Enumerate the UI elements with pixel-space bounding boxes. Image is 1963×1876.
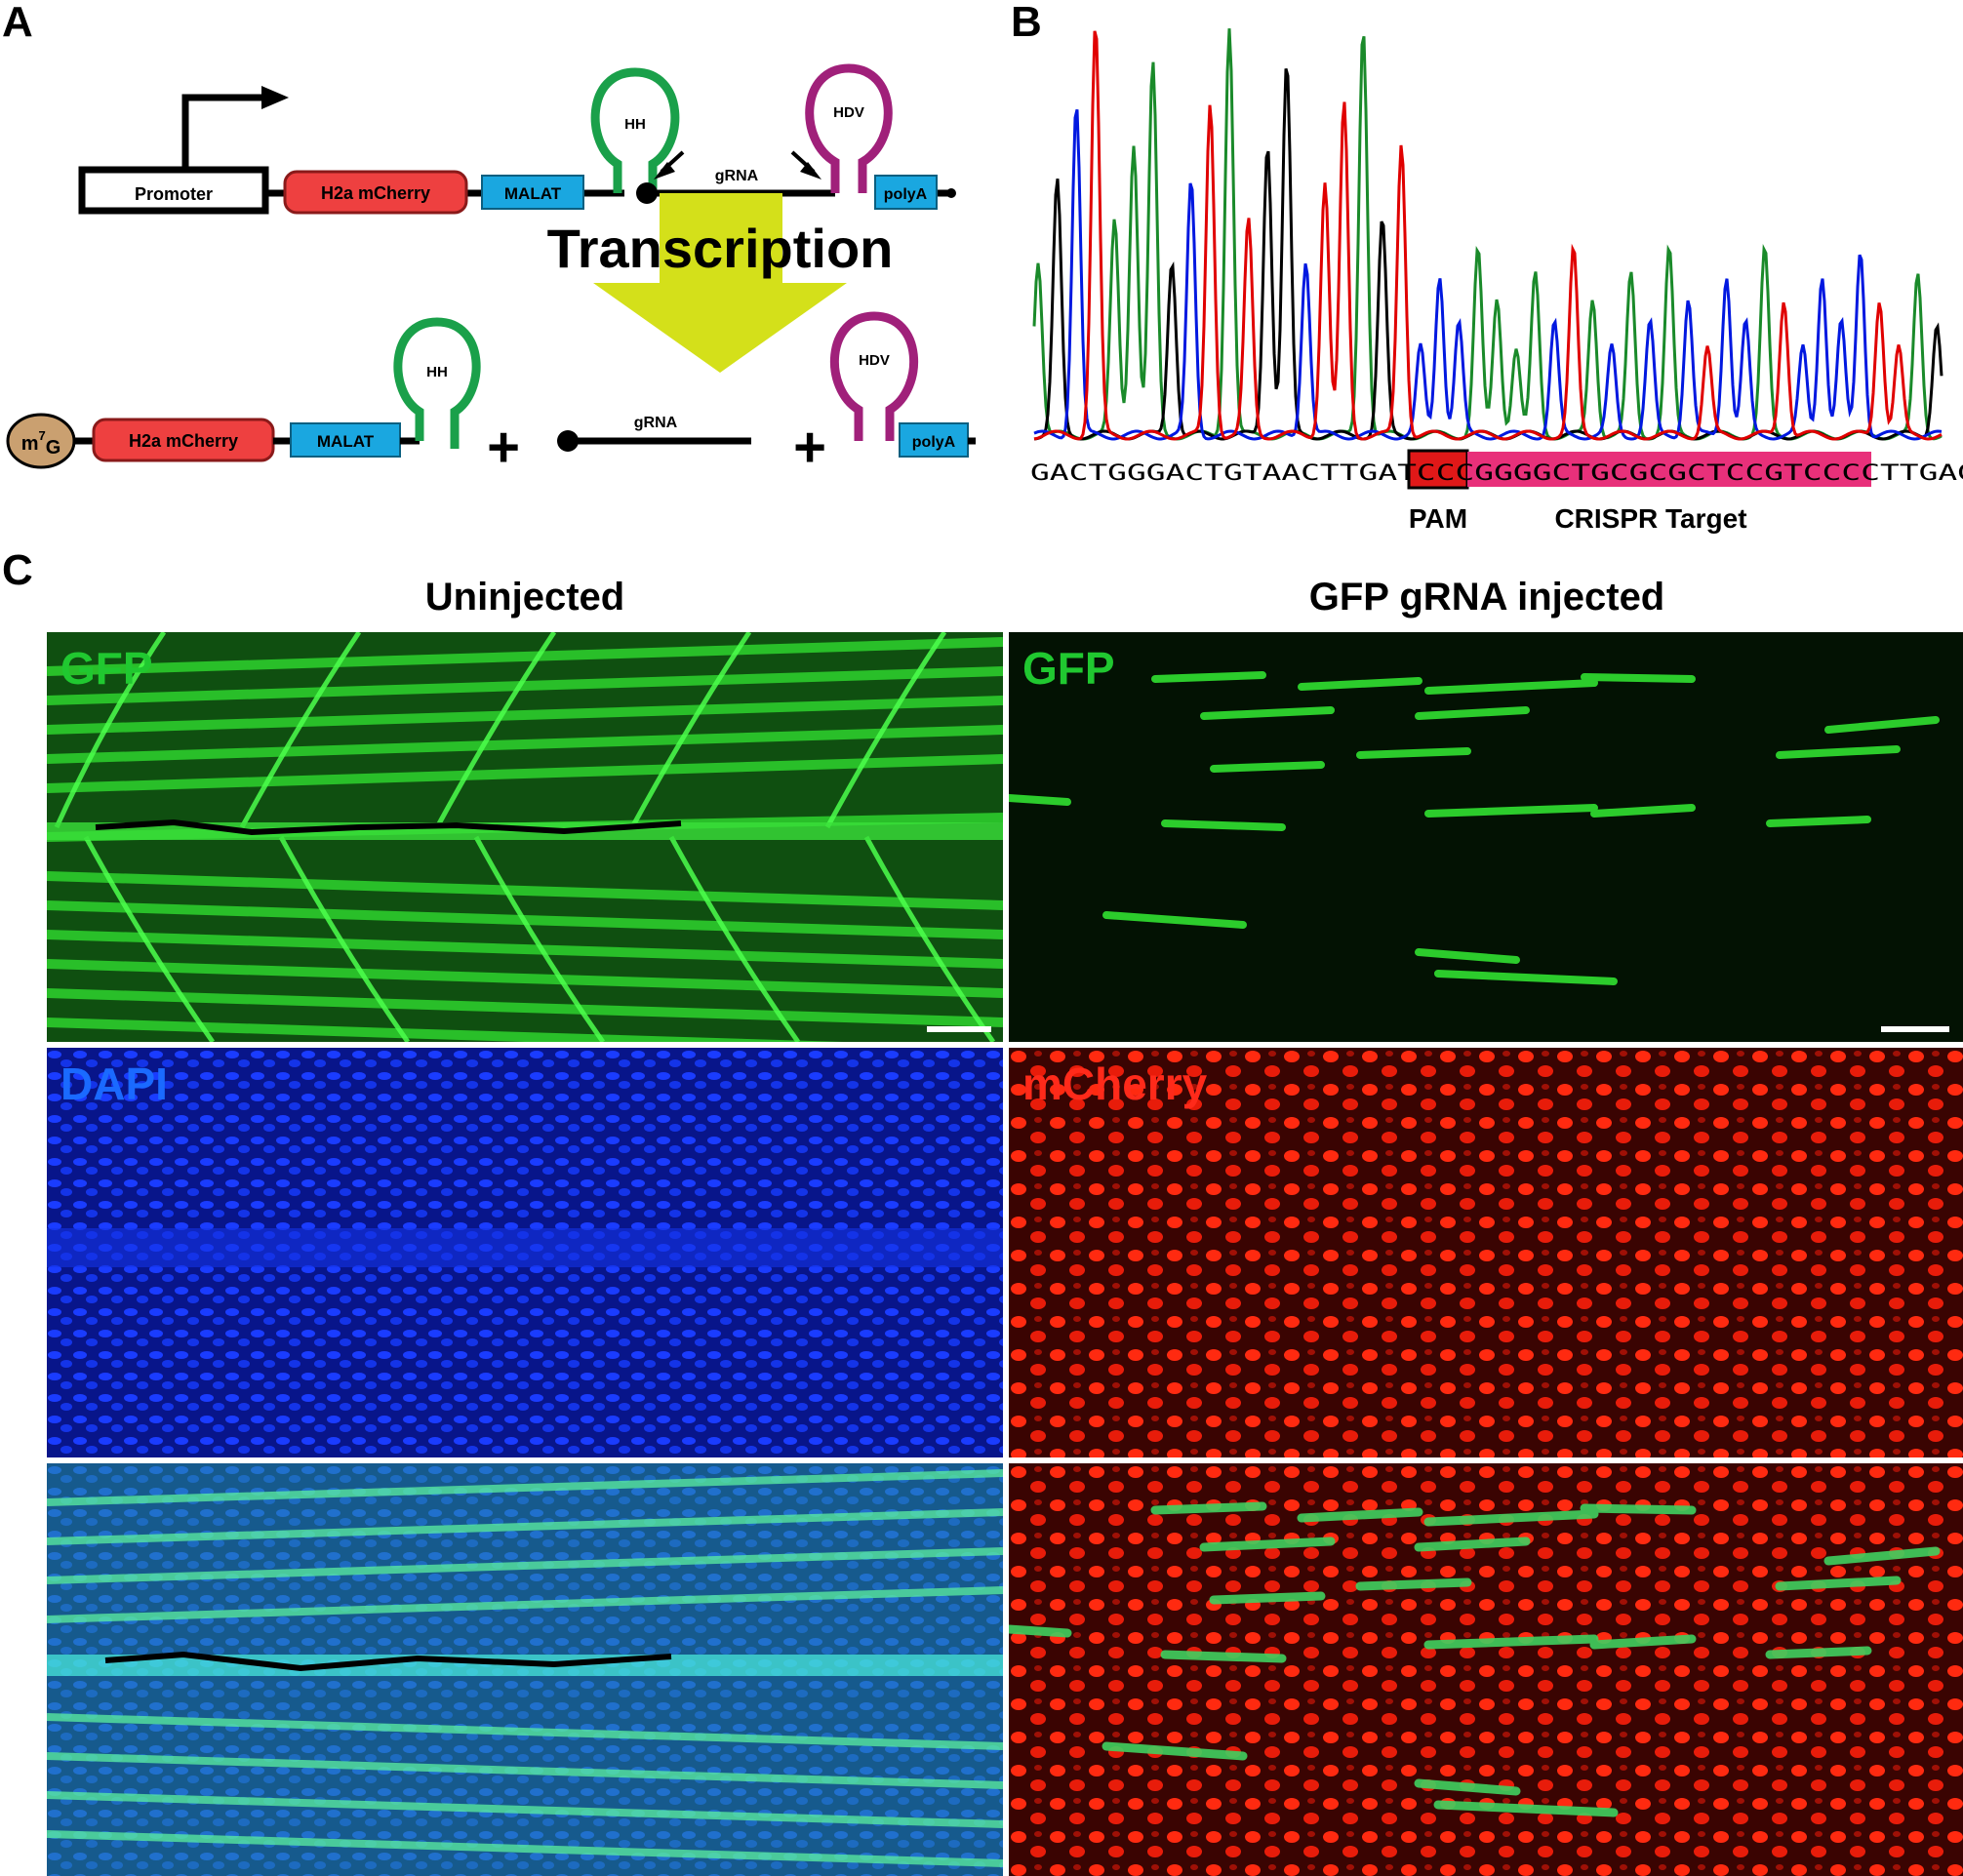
gfp-injected-image: GFP — [1009, 632, 1963, 1042]
mcherry-label: mCherry — [1022, 1058, 1208, 1109]
h2a-label: H2a mCherry — [321, 183, 430, 203]
hh-label: HH — [624, 116, 646, 133]
gfp-label-left: GFP — [60, 643, 153, 694]
construct-diagram: Promoter H2a mCherry MALAT HH gRNA HDV p… — [6, 63, 976, 479]
malat-product-box — [290, 422, 401, 458]
hdv-product-label: HDV — [859, 352, 890, 369]
scale-bar-left — [927, 1026, 991, 1032]
dapi-label: DAPI — [60, 1058, 168, 1109]
merge-uninjected-image — [47, 1463, 1003, 1876]
hh-product-label: HH — [426, 364, 448, 380]
panel-letter-a: A — [2, 0, 33, 46]
gfp-uninjected-image: GFP — [47, 632, 1003, 1042]
hh-product-hairpin-icon — [393, 317, 481, 449]
trace-c — [1033, 108, 1943, 441]
uninjected-title: Uninjected — [424, 576, 625, 619]
transcription-arrow-icon — [593, 193, 847, 373]
transcription-label: Transcription — [547, 218, 894, 279]
hh-hairpin-icon — [590, 67, 680, 193]
plus-sign-1: + — [487, 416, 520, 479]
grna-label: gRNA — [715, 168, 759, 184]
h2a-box — [283, 170, 468, 215]
polya-box — [874, 175, 938, 210]
cleavage-arrow-icon — [800, 162, 821, 180]
panel-letter-c: C — [2, 546, 33, 594]
scale-bar-right — [1881, 1026, 1949, 1032]
promoter-label: Promoter — [135, 184, 213, 204]
malat-product-label: MALAT — [317, 432, 375, 451]
crispr-target-label: CRISPR Target — [1554, 503, 1746, 534]
mcherry-image: mCherry — [1009, 1048, 1963, 1457]
grna-product-label: gRNA — [634, 415, 678, 431]
dapi-image: DAPI — [47, 1048, 1003, 1457]
merge-injected-image — [1009, 1463, 1963, 1876]
hdv-hairpin-icon — [805, 63, 893, 193]
hdv-label: HDV — [833, 104, 864, 121]
trace-a — [1033, 68, 1943, 441]
panel-letter-b: B — [1011, 0, 1042, 46]
promoter-box — [78, 166, 269, 215]
sequence-text: GACTGGGACTGTAACTTGATCCCGGGGCTGCGCGCTCCGT… — [1030, 461, 1963, 486]
crispr-target-highlight — [1467, 452, 1871, 487]
gfp-grna-injected-title: GFP gRNA injected — [1308, 576, 1665, 619]
chromatogram-traces — [1032, 28, 1943, 441]
svg-text:m7G: m7G — [21, 428, 61, 459]
polya-label: polyA — [884, 186, 928, 203]
polya-product-label: polyA — [912, 434, 956, 451]
malat-box — [481, 175, 584, 210]
promoter-arrow-icon — [261, 86, 289, 109]
chromatogram: GACTGGGACTGTAACTTGATCCCGGGGCTGCGCGCTCCGT… — [1030, 28, 1963, 534]
column-divider — [1003, 632, 1009, 1876]
malat-label: MALAT — [504, 184, 562, 203]
plus-sign-2: + — [793, 416, 826, 479]
trace-t — [1033, 30, 1943, 441]
h2a-product-label: H2a mCherry — [129, 431, 238, 451]
gfp-label-right: GFP — [1022, 643, 1115, 694]
pam-label: PAM — [1409, 503, 1467, 534]
cleavage-arrow-icon — [654, 162, 675, 180]
hdv-product-hairpin-icon — [829, 311, 919, 441]
pam-highlight — [1407, 449, 1469, 490]
polya-product-box — [899, 422, 969, 458]
cap-icon — [6, 413, 76, 469]
